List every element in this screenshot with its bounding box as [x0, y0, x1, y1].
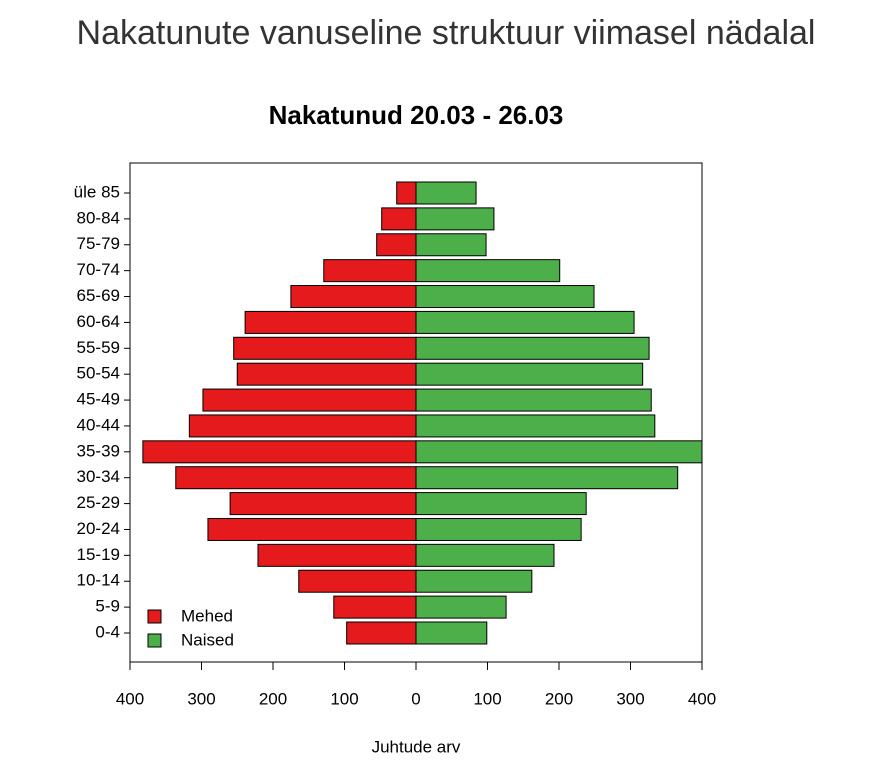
- x-tick-label: 200: [545, 689, 573, 708]
- x-tick-label: 100: [330, 689, 358, 708]
- y-tick-label: 10-14: [77, 571, 120, 590]
- bar: [333, 595, 417, 619]
- bar: [396, 181, 417, 205]
- bar: [207, 517, 417, 541]
- x-tick-label: 400: [116, 689, 144, 708]
- y-tick-label: 0-4: [95, 622, 120, 641]
- x-tick-label: 400: [688, 689, 716, 708]
- bar: [415, 310, 635, 334]
- bar: [188, 414, 417, 438]
- y-tick-label: 20-24: [77, 519, 120, 538]
- bar: [415, 569, 533, 593]
- y-tick-label: 35-39: [77, 441, 120, 460]
- legend-swatch: [147, 609, 162, 624]
- bar: [415, 466, 679, 490]
- bar: [257, 543, 417, 567]
- bar: [233, 336, 417, 360]
- page-title: Nakatunute vanuseline struktuur viimasel…: [77, 14, 816, 52]
- bar: [202, 388, 417, 412]
- y-tick-label: 40-44: [77, 415, 120, 434]
- bar: [415, 207, 495, 231]
- y-tick-label: üle 85: [74, 182, 120, 201]
- y-tick-label: 45-49: [77, 390, 120, 409]
- bar: [415, 181, 477, 205]
- bar: [415, 233, 487, 257]
- legend-label: Naised: [181, 630, 234, 649]
- y-tick-label: 15-19: [77, 545, 120, 564]
- bar: [290, 285, 417, 309]
- bar: [415, 492, 587, 516]
- y-tick-label: 25-29: [77, 493, 120, 512]
- bar: [376, 233, 417, 257]
- bar: [415, 595, 507, 619]
- bar: [415, 285, 595, 309]
- y-tick-label: 75-79: [77, 234, 120, 253]
- bar: [415, 362, 644, 386]
- bar: [415, 414, 656, 438]
- y-tick-label: 5-9: [95, 597, 120, 616]
- y-tick-label: 55-59: [77, 338, 120, 357]
- legend-label: Mehed: [181, 606, 233, 625]
- y-tick-label: 80-84: [77, 208, 120, 227]
- bar: [415, 259, 561, 283]
- bar: [415, 336, 650, 360]
- bar: [381, 207, 417, 231]
- bar: [229, 492, 417, 516]
- chart-title: Nakatunud 20.03 - 26.03: [269, 100, 564, 130]
- y-tick-label: 50-54: [77, 364, 120, 383]
- bar: [415, 517, 582, 541]
- bar: [142, 440, 417, 464]
- bar: [244, 310, 417, 334]
- x-tick-label: 300: [187, 689, 215, 708]
- x-tick-label: 200: [259, 689, 287, 708]
- x-tick-label: 100: [473, 689, 501, 708]
- bar: [298, 569, 417, 593]
- y-tick-label: 60-64: [77, 312, 120, 331]
- legend-swatch: [147, 633, 162, 648]
- bar: [415, 388, 652, 412]
- bar: [415, 621, 488, 645]
- bar: [346, 621, 417, 645]
- y-tick-label: 70-74: [77, 260, 120, 279]
- bar: [175, 466, 417, 490]
- x-tick-label: 300: [616, 689, 644, 708]
- bar: [236, 362, 417, 386]
- bar: [415, 543, 555, 567]
- bar: [323, 259, 417, 283]
- x-tick-label: 0: [411, 689, 420, 708]
- y-tick-label: 65-69: [77, 286, 120, 305]
- y-tick-label: 30-34: [77, 467, 120, 486]
- x-axis-label: Juhtude arv: [372, 737, 461, 756]
- bar: [415, 440, 703, 464]
